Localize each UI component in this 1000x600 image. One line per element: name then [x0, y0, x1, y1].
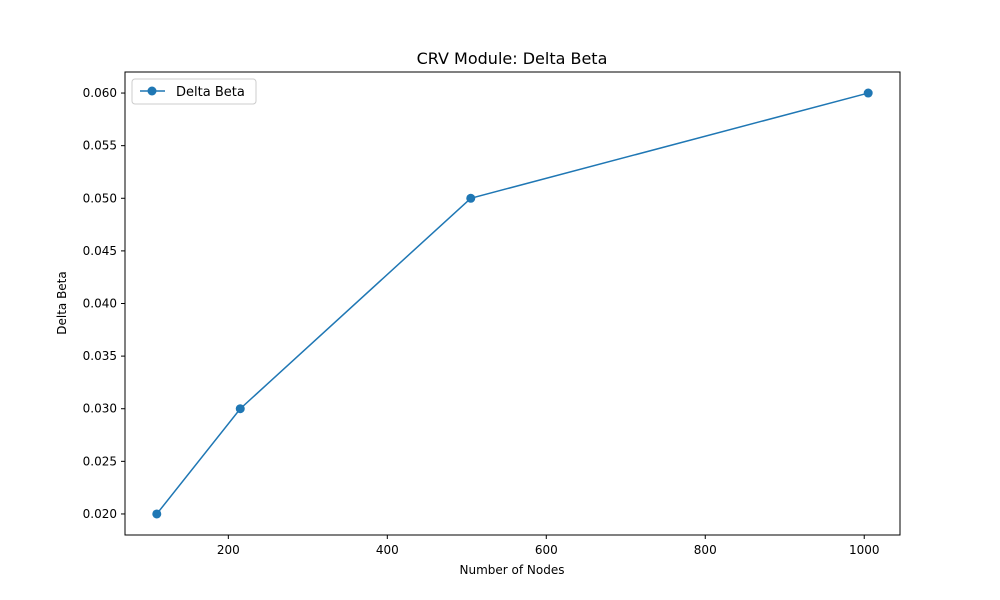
y-tick-label: 0.030 — [83, 402, 117, 416]
y-tick-label: 0.020 — [83, 507, 117, 521]
legend: Delta Beta — [131, 78, 257, 105]
series-layer — [152, 88, 873, 519]
y-tick-label: 0.050 — [83, 191, 117, 205]
legend-marker-swatch — [147, 86, 157, 96]
legend-box — [131, 78, 257, 105]
series-line-delta-beta — [156, 92, 869, 515]
x-tick-label: 200 — [217, 543, 240, 557]
y-axis-ticks: 0.020 0.025 0.030 0.035 0.040 0.045 0.050 0.055… — [83, 86, 125, 521]
y-tick-label: 0.045 — [83, 244, 117, 258]
x-axis-label: Number of Nodes — [460, 563, 565, 577]
x-tick-label: 1000 — [849, 543, 880, 557]
y-tick-label: 0.055 — [83, 139, 117, 153]
x-axis-ticks: 200 400 600 800 1000 — [217, 535, 880, 557]
plot-frame — [124, 71, 901, 536]
legend-entry-label: Delta Beta — [176, 85, 245, 100]
y-tick-label: 0.025 — [83, 454, 117, 468]
data-point — [466, 193, 476, 203]
data-point — [152, 509, 162, 519]
y-axis-label: Delta Beta — [55, 271, 69, 335]
x-tick-label: 600 — [535, 543, 558, 557]
y-tick-label: 0.040 — [83, 297, 117, 311]
data-point — [235, 404, 245, 414]
y-tick-label: 0.060 — [83, 86, 117, 100]
chart-title: CRV Module: Delta Beta — [417, 49, 608, 68]
x-tick-label: 800 — [694, 543, 717, 557]
data-point — [863, 88, 873, 98]
y-tick-label: 0.035 — [83, 349, 117, 363]
x-tick-label: 400 — [376, 543, 399, 557]
